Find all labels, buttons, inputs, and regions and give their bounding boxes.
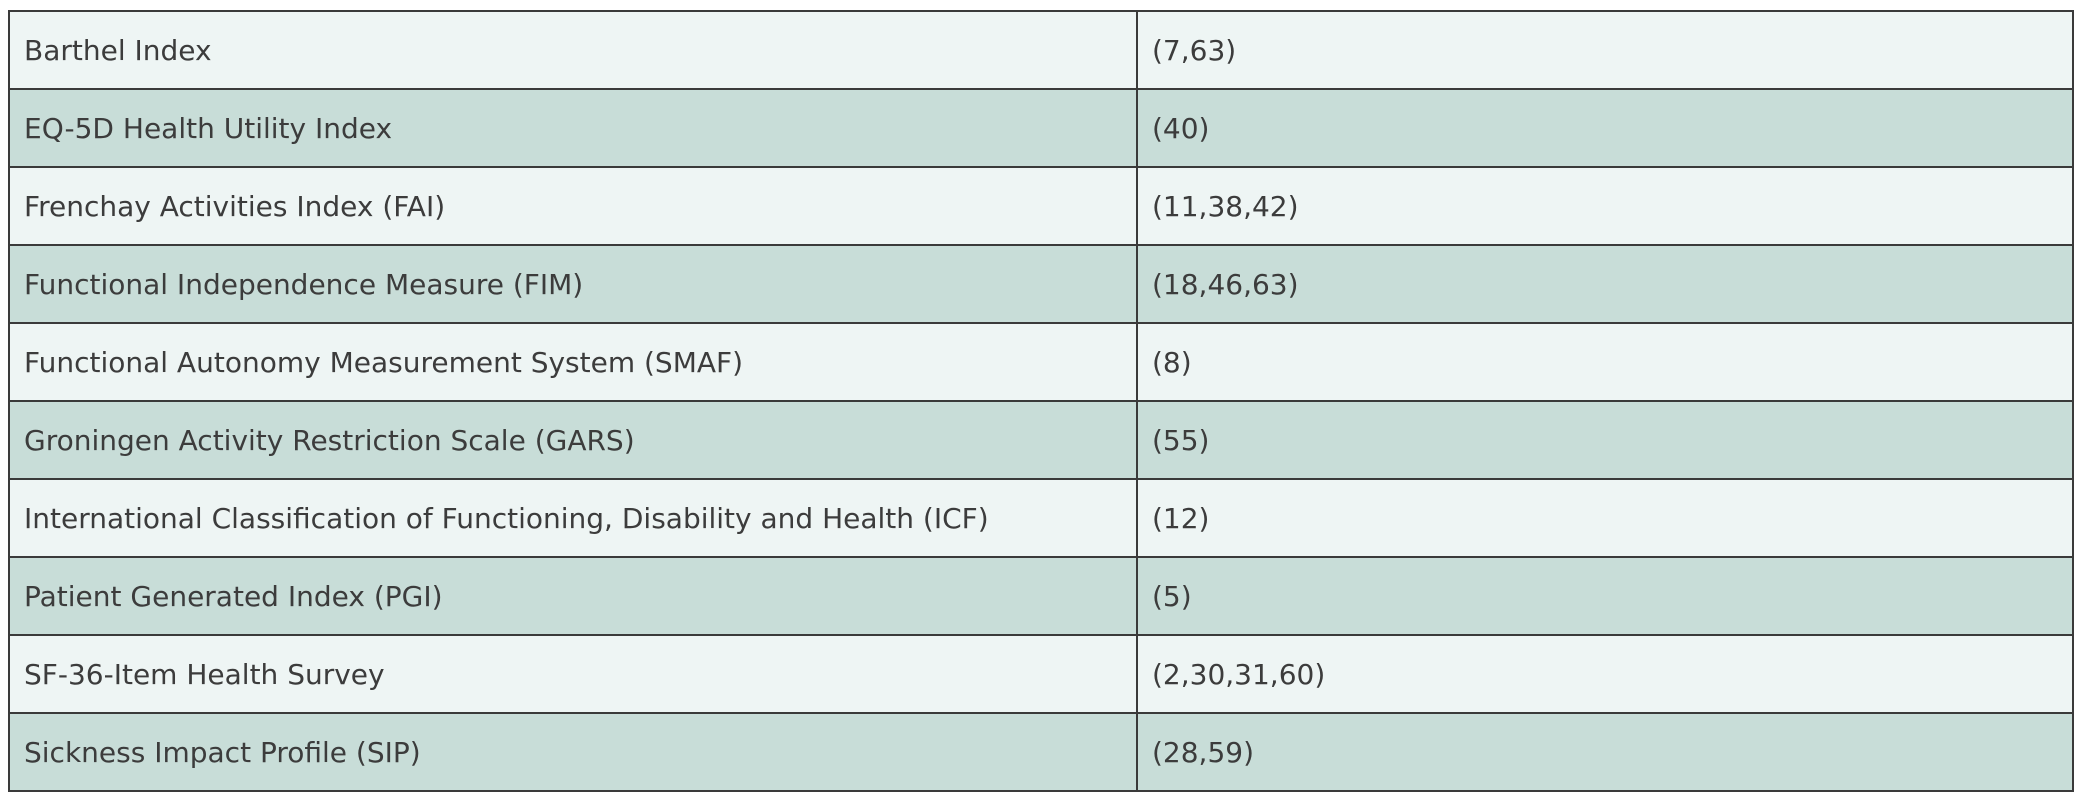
table-row: International Classification of Function… [8,478,2074,558]
measure-name: International Classification of Function… [8,478,1138,558]
table-row: Groningen Activity Restriction Scale (GA… [8,400,2074,480]
table-row: EQ-5D Health Utility Index (40) [8,88,2074,168]
table-row: Functional Autonomy Measurement System (… [8,322,2074,402]
table-row: Barthel Index (7,63) [8,10,2074,90]
reference-list: (2,30,31,60) [1136,634,2074,714]
table-row: Frenchay Activities Index (FAI) (11,38,42… [8,166,2074,246]
table-row: SF-36-Item Health Survey (2,30,31,60) [8,634,2074,714]
measure-name: EQ-5D Health Utility Index [8,88,1138,168]
measure-name: Groningen Activity Restriction Scale (GA… [8,400,1138,480]
measure-name: Barthel Index [8,10,1138,90]
reference-list: (7,63) [1136,10,2074,90]
measure-name: Patient Generated Index (PGI) [8,556,1138,636]
reference-list: (8) [1136,322,2074,402]
measure-name: Functional Autonomy Measurement System (… [8,322,1138,402]
measure-name: Functional Independence Measure (FIM) [8,244,1138,324]
reference-list: (18,46,63) [1136,244,2074,324]
reference-list: (11,38,42) [1136,166,2074,246]
measures-table: Barthel Index (7,63) EQ-5D Health Utility … [8,10,2074,792]
reference-list: (40) [1136,88,2074,168]
table-row: Sickness Impact Profile (SIP) (28,59) [8,712,2074,792]
measure-name: Frenchay Activities Index (FAI) [8,166,1138,246]
table-row: Functional Independence Measure (FIM) (18… [8,244,2074,324]
measure-name: Sickness Impact Profile (SIP) [8,712,1138,792]
measure-name: SF-36-Item Health Survey [8,634,1138,714]
reference-list: (28,59) [1136,712,2074,792]
reference-list: (55) [1136,400,2074,480]
reference-list: (12) [1136,478,2074,558]
table-row: Patient Generated Index (PGI) (5) [8,556,2074,636]
reference-list: (5) [1136,556,2074,636]
table-body: Barthel Index (7,63) EQ-5D Health Utility … [8,10,2074,792]
